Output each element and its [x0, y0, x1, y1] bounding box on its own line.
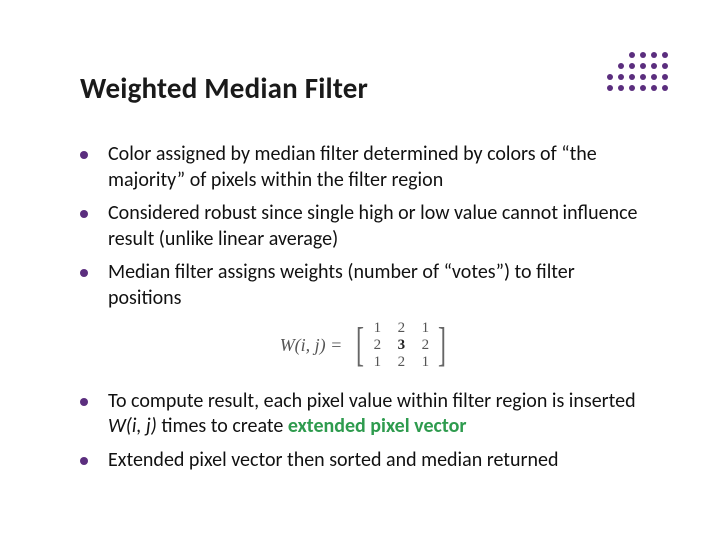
bullet-text: To compute result, each pixel value with… [108, 389, 636, 413]
deco-dot [651, 52, 657, 58]
list-item: Extended pixel vector then sorted and me… [80, 448, 650, 474]
bullet-text: Extended pixel vector then sorted and me… [108, 448, 558, 472]
deco-dot [629, 63, 635, 69]
left-bracket: [ [356, 321, 364, 369]
bullet-list: Color assigned by median filter determin… [80, 142, 650, 312]
matrix-cell: 2 [416, 337, 434, 354]
bullet-text: Considered robust since single high or l… [108, 201, 638, 251]
deco-dot [651, 85, 657, 91]
deco-dot [651, 63, 657, 69]
bullet-text: Median filter assigns weights (number of… [108, 260, 575, 310]
deco-dot [607, 85, 613, 91]
deco-dot [629, 85, 635, 91]
highlight-term: extended pixel vector [288, 414, 467, 438]
matrix-cell: 2 [392, 354, 410, 371]
deco-dot [662, 74, 668, 80]
deco-dot [640, 52, 646, 58]
matrix-cell: 2 [392, 320, 410, 337]
deco-dot [662, 85, 668, 91]
bullet-list-lower: To compute result, each pixel value with… [80, 389, 650, 474]
bullet-text-italic: W(i, j) [108, 414, 157, 438]
matrix-lhs: W(i, j) = [280, 320, 343, 371]
list-item: Considered robust since single high or l… [80, 201, 650, 252]
matrix-cell: 2 [368, 337, 386, 354]
deco-dot [640, 85, 646, 91]
deco-dot [618, 74, 624, 80]
deco-dot [662, 52, 668, 58]
list-item: Median filter assigns weights (number of… [80, 260, 650, 311]
weight-matrix: W(i, j) = [ 121232121 ] [80, 320, 650, 371]
deco-dot [651, 74, 657, 80]
deco-dot [618, 63, 624, 69]
bullet-text: times to create [157, 414, 288, 438]
deco-dot [640, 63, 646, 69]
deco-dot [618, 85, 624, 91]
deco-dot [629, 74, 635, 80]
deco-dot [607, 74, 613, 80]
matrix-cell: 1 [416, 354, 434, 371]
list-item: To compute result, each pixel value with… [80, 389, 650, 440]
matrix-grid: 121232121 [368, 320, 434, 371]
slide-title: Weighted Median Filter [80, 70, 650, 106]
matrix-cell: 1 [368, 354, 386, 371]
matrix-cell: 1 [416, 320, 434, 337]
corner-decoration [607, 52, 670, 93]
right-bracket: ] [438, 321, 446, 369]
deco-dot [662, 63, 668, 69]
matrix-body: [ 121232121 ] [352, 320, 450, 371]
deco-dot [640, 74, 646, 80]
matrix-cell: 3 [392, 337, 410, 354]
bullet-text: Color assigned by median filter determin… [108, 142, 597, 192]
deco-dot [629, 52, 635, 58]
slide: Weighted Median Filter Color assigned by… [0, 0, 720, 540]
list-item: Color assigned by median filter determin… [80, 142, 650, 193]
matrix-cell: 1 [368, 320, 386, 337]
